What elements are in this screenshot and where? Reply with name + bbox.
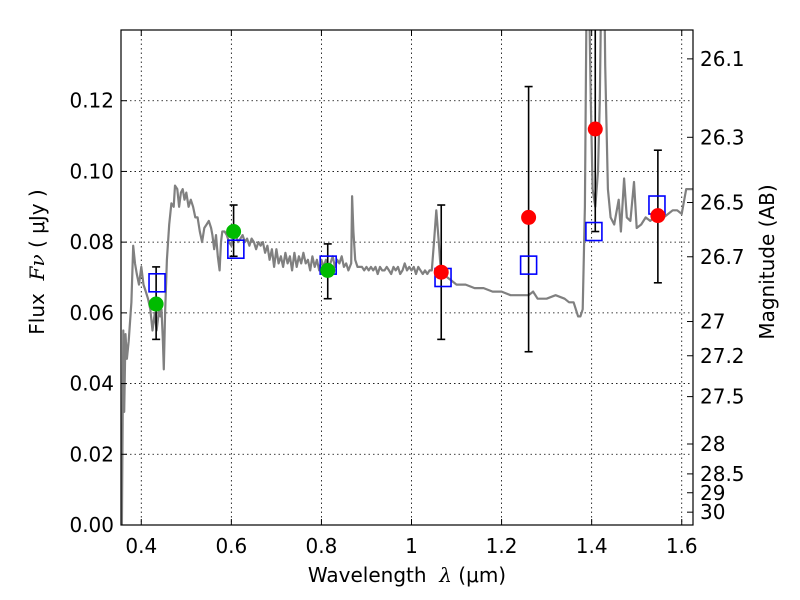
x-tick-label: 1 bbox=[405, 534, 418, 558]
plot-background bbox=[121, 30, 693, 525]
observed-flux-point bbox=[521, 209, 537, 225]
observed-flux-point bbox=[650, 208, 666, 224]
y-tick-label: 0.02 bbox=[69, 442, 114, 466]
x-axis-label-prefix: Wavelength bbox=[308, 563, 439, 587]
x-axis-label-suffix: (μm) bbox=[452, 563, 506, 587]
mag-tick-label: 26.3 bbox=[700, 125, 745, 149]
mag-tick-label: 28 bbox=[700, 432, 725, 456]
mag-tick-label: 30 bbox=[700, 500, 725, 524]
y-tick-label: 0.04 bbox=[69, 372, 114, 396]
x-tick-label: 1.4 bbox=[576, 534, 608, 558]
axis-layer: 0.4 0.6 0.8 1 1.2 1.4 1.6 0.00 0.02 0.04 0.06 0.08 0… bbox=[69, 30, 745, 558]
observed-flux-point bbox=[320, 262, 336, 278]
y-tick-label: 0.06 bbox=[69, 301, 114, 325]
y-tick-label: 0.12 bbox=[69, 89, 114, 113]
x-tick-label: 1.6 bbox=[666, 534, 698, 558]
x-tick-label: 1.2 bbox=[486, 534, 518, 558]
observed-flux-point bbox=[226, 224, 242, 240]
y-axis-label-symbol: Fν bbox=[25, 254, 49, 281]
x-tick-label: 0.4 bbox=[125, 534, 157, 558]
y-axis-label-prefix: Flux bbox=[25, 280, 49, 334]
mag-tick-label: 27.2 bbox=[700, 344, 745, 368]
y-tick-label: 0.10 bbox=[69, 159, 114, 183]
mag-tick-label: 29 bbox=[700, 481, 725, 505]
x-axis-label-symbol: λ bbox=[438, 563, 452, 587]
observed-flux-point bbox=[433, 264, 449, 280]
model-photometry-square bbox=[227, 239, 245, 260]
mag-tick-label: 27 bbox=[700, 310, 725, 334]
magnitude-axis-label: Magnitude (AB) bbox=[755, 184, 779, 339]
mag-tick-label: 26.7 bbox=[700, 245, 745, 269]
model-photometry-square bbox=[585, 221, 603, 242]
mag-tick-label: 27.5 bbox=[700, 385, 745, 409]
model-photometry-square bbox=[148, 273, 166, 293]
y-tick-label: 0.00 bbox=[69, 513, 114, 537]
x-tick-label: 0.6 bbox=[215, 534, 247, 558]
data-layer bbox=[121, 30, 693, 525]
observed-flux-point bbox=[148, 296, 164, 312]
y-tick-label: 0.08 bbox=[69, 230, 114, 254]
x-tick-label: 0.8 bbox=[306, 534, 338, 558]
observed-flux-point bbox=[587, 121, 603, 137]
plot-frame bbox=[120, 29, 694, 526]
model-spectrum-line bbox=[121, 30, 693, 525]
model-photometry-square bbox=[519, 255, 538, 275]
y-axis-label-suffix: ( μJy ) bbox=[25, 189, 49, 254]
mag-tick-label: 26.1 bbox=[700, 47, 745, 71]
mag-tick-label: 26.5 bbox=[700, 191, 745, 215]
mag-tick-label: 28.5 bbox=[700, 462, 745, 486]
y-axis-label: Flux Fν ( μJy ) bbox=[25, 189, 49, 334]
x-axis-label: Wavelength λ (μm) bbox=[308, 563, 506, 587]
